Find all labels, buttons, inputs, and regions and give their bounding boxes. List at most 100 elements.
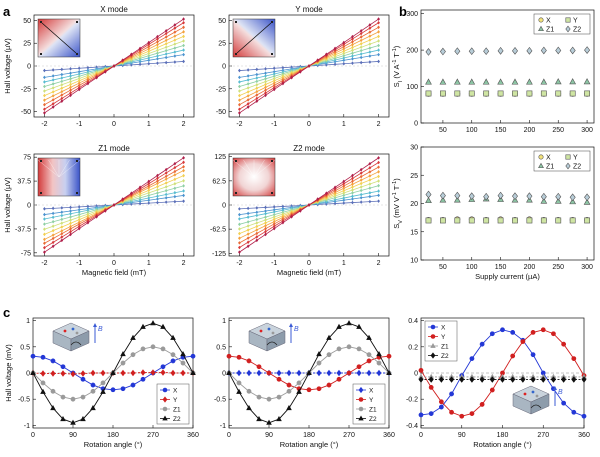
y-axis-label-part: -1	[392, 48, 398, 53]
data-point	[377, 156, 380, 160]
y-axis-label-part: (V A	[392, 65, 401, 81]
data-point	[173, 177, 177, 182]
y-tick-label: -0.4	[406, 423, 418, 430]
data-point-z2	[540, 376, 546, 383]
data-point-y	[468, 90, 475, 97]
data-point	[138, 197, 142, 202]
data-point	[342, 51, 346, 56]
data-point	[147, 61, 151, 66]
data-point-x	[469, 356, 475, 361]
y-tick-label: 30	[410, 145, 418, 152]
data-point	[351, 51, 354, 55]
x-tick-label: 1	[342, 121, 346, 128]
data-point	[147, 56, 151, 60]
x-tick-label: 250	[552, 127, 564, 134]
data-point	[138, 185, 142, 190]
data-point	[164, 185, 168, 189]
data-point	[359, 45, 363, 50]
data-point	[342, 191, 346, 195]
y-tick-label: -50	[21, 109, 31, 116]
data-point-z2	[90, 404, 96, 411]
data-point	[69, 85, 72, 90]
data-point-y	[428, 385, 434, 390]
data-point-z1	[40, 380, 46, 386]
data-point	[264, 71, 267, 75]
data-point	[77, 78, 81, 83]
data-point	[246, 215, 250, 219]
data-point	[377, 48, 380, 52]
data-point	[359, 35, 363, 39]
data-point	[103, 70, 107, 74]
data-point	[60, 93, 64, 97]
data-point-y	[60, 370, 66, 377]
data-point	[147, 53, 151, 58]
data-point	[164, 174, 168, 179]
data-point	[147, 51, 151, 56]
data-point-z1	[583, 198, 591, 205]
data-point	[255, 228, 259, 232]
data-point	[173, 30, 177, 34]
data-point	[316, 58, 320, 62]
data-point-z1	[569, 78, 577, 85]
data-point	[60, 225, 64, 229]
data-point-z2	[584, 193, 591, 202]
data-point	[69, 211, 72, 216]
data-point	[147, 198, 151, 203]
y-tick-label: 300	[406, 11, 418, 18]
data-point	[255, 206, 259, 210]
legend-marker	[565, 25, 571, 33]
data-point	[272, 205, 276, 209]
data-point	[342, 61, 346, 66]
x-tick-label: -2	[236, 260, 242, 267]
data-point-z1	[276, 394, 282, 400]
data-point	[342, 193, 346, 198]
data-point	[359, 174, 363, 179]
data-point	[121, 58, 125, 62]
data-point	[77, 81, 81, 85]
data-point	[43, 217, 46, 221]
data-point	[60, 206, 64, 210]
data-point	[255, 96, 259, 101]
data-point	[264, 67, 267, 71]
data-point	[324, 191, 328, 196]
data-point-x	[510, 330, 516, 335]
field-line	[243, 159, 255, 178]
x-tick-label: 270	[343, 432, 355, 439]
data-point-z2	[550, 376, 556, 383]
y-tick-label: 62.5	[212, 178, 226, 185]
data-point	[43, 75, 46, 80]
data-point	[51, 68, 55, 72]
data-point	[377, 20, 380, 25]
data-point	[359, 29, 363, 33]
data-point-x	[30, 353, 36, 359]
data-point-y	[70, 370, 76, 378]
data-point	[246, 211, 250, 216]
data-point	[238, 111, 241, 115]
data-point	[164, 181, 168, 185]
data-point	[43, 84, 46, 89]
data-point	[272, 72, 276, 76]
data-point	[147, 201, 151, 205]
data-point	[272, 224, 276, 229]
data-point	[182, 30, 185, 34]
data-point	[377, 39, 380, 43]
data-point-z2	[569, 46, 576, 55]
data-point	[147, 196, 151, 200]
data-point-y	[520, 339, 526, 344]
data-point	[173, 60, 177, 64]
legend-box	[156, 383, 190, 425]
x-tick-label: 100	[466, 127, 478, 134]
data-point	[351, 57, 354, 61]
x-tick-label: 2	[182, 121, 186, 128]
data-point	[238, 250, 241, 254]
data-point-z2	[540, 46, 547, 55]
data-point	[156, 54, 159, 58]
data-point-x	[336, 369, 342, 377]
data-point	[60, 72, 64, 77]
data-point-x	[90, 382, 96, 388]
data-point	[238, 84, 241, 89]
data-point	[43, 80, 46, 84]
data-point-x	[571, 409, 577, 415]
data-point	[147, 188, 151, 193]
data-point	[272, 81, 276, 85]
